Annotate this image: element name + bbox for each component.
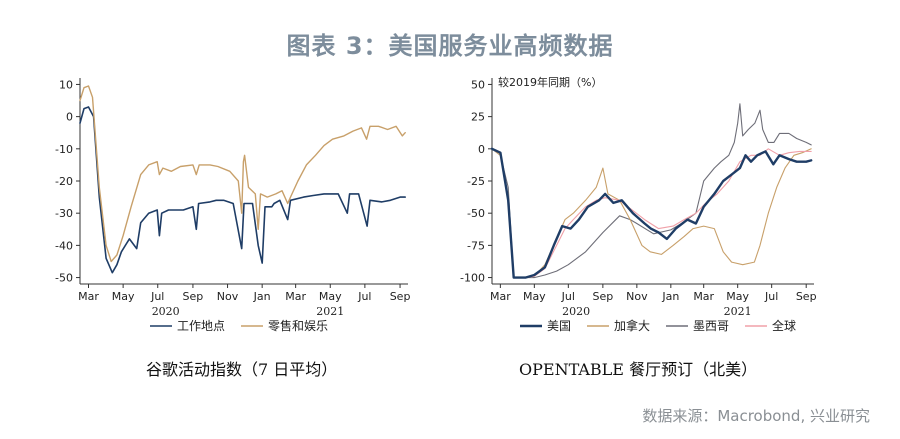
- x-tick-label: May: [726, 290, 749, 303]
- left-chart-caption: 谷歌活动指数（7 日平均）: [146, 360, 338, 379]
- y-tick-label: -30: [55, 207, 73, 220]
- x-tick-label: Sep: [796, 290, 817, 303]
- series-line-0: [79, 106, 406, 274]
- y-tick-label: 0: [66, 111, 73, 124]
- x-tick-label: Mar: [490, 290, 511, 303]
- x-tick-label: May: [523, 290, 546, 303]
- right-chart-opentable: 50 25 0 -25 -50 -75 -100 Mar May Jul Sep Nov Jan Mar M…: [460, 75, 817, 333]
- legend-label: 加拿大: [614, 318, 650, 333]
- y-tick-label: -100: [460, 272, 485, 285]
- year-label: 2021: [316, 305, 344, 318]
- y-tick-label: -10: [55, 143, 73, 156]
- year-label: 2020: [562, 305, 590, 318]
- x-tick-label: Sep: [183, 290, 204, 303]
- x-tick-label: Jul: [561, 290, 575, 303]
- figure-title: 图表 3：美国服务业高频数据: [286, 32, 614, 60]
- x-tick-label: Mar: [78, 290, 99, 303]
- legend-label: 美国: [547, 319, 571, 333]
- y-tick-label: -50: [467, 207, 485, 220]
- series-line-3: [490, 147, 813, 279]
- series-line-1: [79, 85, 406, 263]
- legend-label: 工作地点: [177, 319, 225, 333]
- x-tick-label: Jan: [253, 290, 271, 303]
- x-tick-label: May: [112, 290, 135, 303]
- source-note: 数据来源：Macrobond, 兴业研究: [642, 407, 870, 425]
- y-tick-label: -20: [55, 175, 73, 188]
- y-tick-label: -40: [55, 239, 73, 252]
- left-chart-google-activity: 10 0 -10 -20 -30 -40 -50 Mar May Jul Sep Nov Jan Mar M…: [55, 78, 411, 333]
- y-tick-label: 25: [471, 111, 485, 124]
- x-tick-label: Jan: [661, 290, 679, 303]
- series-line-2: [491, 148, 812, 279]
- y-tick-label: 50: [471, 78, 485, 91]
- x-tick-label: Jul: [357, 290, 371, 303]
- y-axis-label: 较2019年同期（%）: [498, 75, 602, 89]
- x-tick-label: Sep: [390, 290, 411, 303]
- x-tick-label: Nov: [626, 290, 648, 303]
- legend-label: 墨西哥: [693, 319, 729, 333]
- y-tick-label: 10: [59, 78, 73, 91]
- x-tick-label: Nov: [217, 290, 239, 303]
- y-tick-label: -50: [55, 272, 73, 285]
- series-line-0: [491, 103, 812, 279]
- x-tick-label: Sep: [592, 290, 613, 303]
- x-tick-label: Mar: [285, 290, 306, 303]
- year-label: 2020: [152, 305, 180, 318]
- legend-label: 零售和娱乐: [268, 318, 328, 333]
- right-chart-caption: OPENTABLE 餐厅预订（北美）: [519, 360, 758, 379]
- x-tick-label: Jul: [764, 290, 778, 303]
- y-tick-label: -75: [467, 239, 485, 252]
- y-tick-label: 0: [478, 143, 485, 156]
- x-tick-label: Mar: [693, 290, 714, 303]
- series-line-1: [491, 148, 812, 279]
- year-label: 2021: [724, 305, 752, 318]
- x-tick-label: Jul: [150, 290, 164, 303]
- x-tick-label: May: [319, 290, 342, 303]
- y-tick-label: -25: [467, 175, 485, 188]
- legend-label: 全球: [772, 318, 796, 333]
